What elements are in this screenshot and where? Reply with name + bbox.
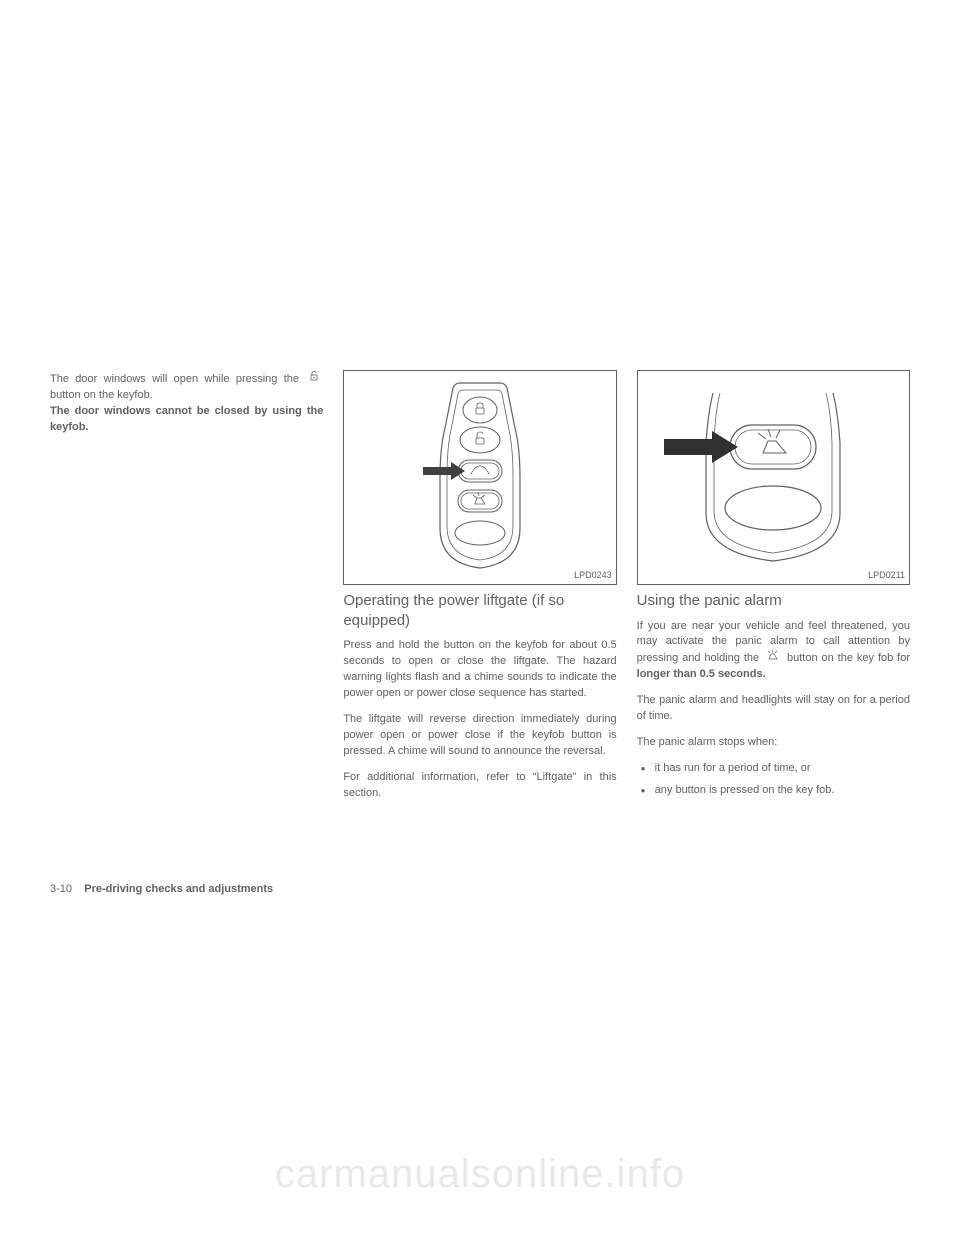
page-number: 3-10 xyxy=(50,883,72,895)
figure-label-1: LPD0243 xyxy=(574,569,612,582)
column-1: The door windows will open while pressin… xyxy=(50,370,323,811)
col1-para1-text1: The door windows will open while pressin… xyxy=(50,373,299,385)
watermark-text: carmanualsonline.info xyxy=(275,1152,685,1197)
col2-para3: For additional information, refer to “Li… xyxy=(343,770,616,802)
col3-para1-bold: longer than 0.5 seconds. xyxy=(637,668,766,680)
col3-para1-text2: button on the key fob for xyxy=(787,652,910,664)
col3-bullets: it has run for a period of time, or any … xyxy=(637,761,910,799)
figure-panic: LPD0211 xyxy=(637,370,910,585)
col3-para2: The panic alarm and headlights will stay… xyxy=(637,693,910,725)
keyfob-illustration xyxy=(415,378,545,578)
content-area: The door windows will open while pressin… xyxy=(50,370,910,811)
col1-para1: The door windows will open while pressin… xyxy=(50,370,323,404)
section-title: Pre-driving checks and adjustments xyxy=(84,883,273,895)
panic-illustration xyxy=(658,383,888,573)
figure-keyfob: LPD0243 xyxy=(343,370,616,585)
column-3: LPD0211 Using the panic alarm If you are… xyxy=(637,370,910,811)
col2-heading: Operating the power liftgate (if so equi… xyxy=(343,591,616,630)
col1-para1-text2: button on the keyfob. xyxy=(50,389,153,401)
panic-icon xyxy=(766,650,780,666)
col3-heading: Using the panic alarm xyxy=(637,591,910,611)
col2-para1: Press and hold the button on the keyfob … xyxy=(343,638,616,702)
unlock-icon xyxy=(308,370,320,388)
figure-label-2: LPD0211 xyxy=(868,569,905,582)
col1-para2: The door windows cannot be closed by usi… xyxy=(50,404,323,436)
column-2: LPD0243 Operating the power liftgate (if… xyxy=(343,370,616,811)
col3-para1: If you are near your vehicle and feel th… xyxy=(637,619,910,684)
col3-para3: The panic alarm stops when: xyxy=(637,735,910,751)
col3-bullet1: it has run for a period of time, or xyxy=(637,761,910,777)
col3-bullet2: any button is pressed on the key fob. xyxy=(637,783,910,799)
page-footer: 3-10 Pre-driving checks and adjustments xyxy=(50,883,273,895)
col2-para2: The liftgate will reverse direction imme… xyxy=(343,712,616,760)
